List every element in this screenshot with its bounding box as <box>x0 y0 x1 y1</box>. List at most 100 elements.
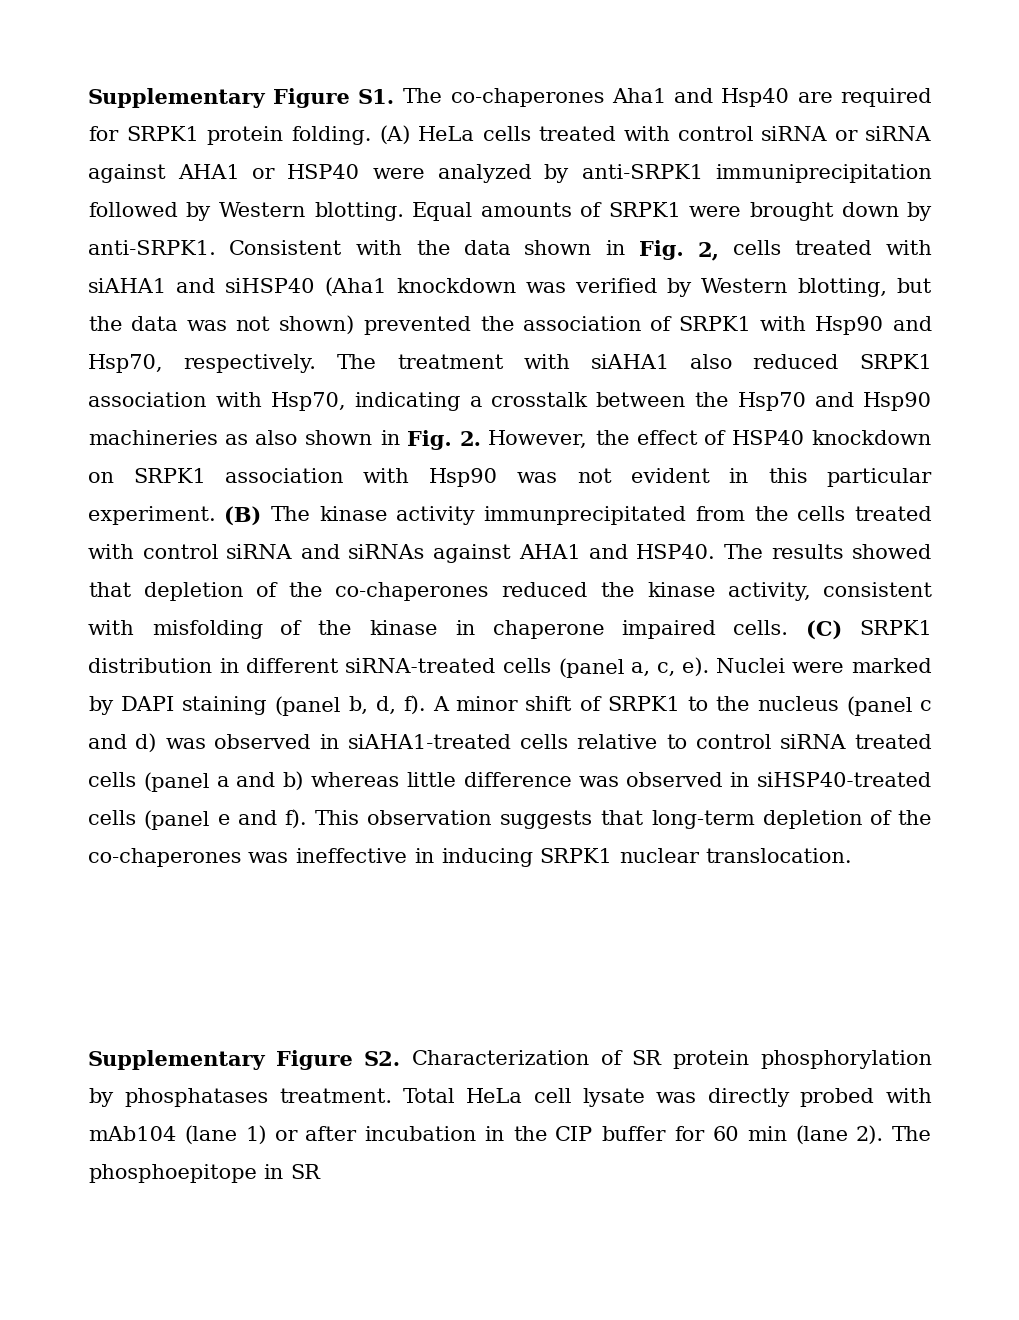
Text: consistent: consistent <box>822 582 931 601</box>
Text: for: for <box>88 125 118 145</box>
Text: staining: staining <box>181 696 267 715</box>
Text: experiment.: experiment. <box>88 506 216 525</box>
Text: control: control <box>678 125 753 145</box>
Text: kinase: kinase <box>646 582 714 601</box>
Text: siRNA-treated: siRNA-treated <box>344 657 496 677</box>
Text: shown): shown) <box>278 315 355 335</box>
Text: cells: cells <box>797 506 845 525</box>
Text: by: by <box>88 696 113 715</box>
Text: of: of <box>580 202 599 220</box>
Text: lysate: lysate <box>582 1088 644 1107</box>
Text: Figure: Figure <box>276 1049 353 1071</box>
Text: Supplementary: Supplementary <box>88 1049 265 1071</box>
Text: verified: verified <box>576 279 656 297</box>
Text: with: with <box>884 240 931 259</box>
Text: of: of <box>703 430 723 449</box>
Text: and: and <box>176 279 215 297</box>
Text: However,: However, <box>488 430 587 449</box>
Text: AHA1: AHA1 <box>519 544 580 564</box>
Text: cells: cells <box>88 772 137 791</box>
Text: of: of <box>600 1049 621 1069</box>
Text: e).: e). <box>682 657 708 677</box>
Text: knockdown: knockdown <box>811 430 931 449</box>
Text: immunprecipitated: immunprecipitated <box>483 506 686 525</box>
Text: and: and <box>892 315 931 335</box>
Text: Total: Total <box>403 1088 455 1107</box>
Text: was: was <box>517 469 557 487</box>
Text: cells: cells <box>732 240 781 259</box>
Text: Nuclei: Nuclei <box>715 657 785 677</box>
Text: evident: evident <box>630 469 709 487</box>
Text: also: also <box>690 354 732 374</box>
Text: data: data <box>130 315 177 335</box>
Text: siAHA1-treated: siAHA1-treated <box>347 734 512 752</box>
Text: f).: f). <box>403 696 425 715</box>
Text: Fig.: Fig. <box>407 430 451 450</box>
Text: the: the <box>416 240 450 259</box>
Text: are: are <box>797 88 832 107</box>
Text: was: was <box>526 279 567 297</box>
Text: SRPK1: SRPK1 <box>607 202 681 220</box>
Text: in: in <box>454 620 475 639</box>
Text: reduced: reduced <box>752 354 838 374</box>
Text: down: down <box>841 202 898 220</box>
Text: association: association <box>225 469 343 487</box>
Text: Hsp90: Hsp90 <box>428 469 497 487</box>
Text: This: This <box>315 810 360 829</box>
Text: data: data <box>464 240 511 259</box>
Text: 2).: 2). <box>855 1126 883 1144</box>
Text: not: not <box>235 315 270 335</box>
Text: showed: showed <box>851 544 931 564</box>
Text: incubation: incubation <box>364 1126 476 1144</box>
Text: that: that <box>600 810 643 829</box>
Text: on: on <box>88 469 114 487</box>
Text: Fig.: Fig. <box>639 240 683 260</box>
Text: in: in <box>414 847 434 867</box>
Text: were: were <box>791 657 844 677</box>
Text: 60: 60 <box>711 1126 738 1144</box>
Text: was: was <box>655 1088 696 1107</box>
Text: (panel: (panel <box>846 696 912 715</box>
Text: (panel: (panel <box>144 810 210 830</box>
Text: or: or <box>835 125 857 145</box>
Text: the: the <box>513 1126 547 1144</box>
Text: activity: activity <box>395 506 475 525</box>
Text: (panel: (panel <box>557 657 624 677</box>
Text: the: the <box>715 696 750 715</box>
Text: cells: cells <box>520 734 568 752</box>
Text: analyzed: analyzed <box>437 164 531 183</box>
Text: difference: difference <box>463 772 571 791</box>
Text: little: little <box>407 772 457 791</box>
Text: (panel: (panel <box>274 696 341 715</box>
Text: from: from <box>695 506 745 525</box>
Text: a: a <box>470 392 482 411</box>
Text: A: A <box>432 696 447 715</box>
Text: phosphatases: phosphatases <box>124 1088 268 1107</box>
Text: co-chaperones: co-chaperones <box>88 847 242 867</box>
Text: by: by <box>543 164 569 183</box>
Text: with: with <box>356 240 403 259</box>
Text: cells: cells <box>482 125 530 145</box>
Text: folding.: folding. <box>290 125 371 145</box>
Text: in: in <box>728 469 748 487</box>
Text: of: of <box>579 696 599 715</box>
Text: a,: a, <box>631 657 650 677</box>
Text: chaperone: chaperone <box>492 620 603 639</box>
Text: SRPK1: SRPK1 <box>678 315 751 335</box>
Text: anti-SRPK1.: anti-SRPK1. <box>88 240 216 259</box>
Text: directly: directly <box>707 1088 788 1107</box>
Text: co-chaperones: co-chaperones <box>450 88 603 107</box>
Text: Aha1: Aha1 <box>611 88 665 107</box>
Text: by: by <box>185 202 211 220</box>
Text: and: and <box>88 734 127 752</box>
Text: blotting.: blotting. <box>314 202 404 220</box>
Text: phosphoepitope: phosphoepitope <box>88 1164 257 1183</box>
Text: 1): 1) <box>246 1126 267 1144</box>
Text: the: the <box>318 620 352 639</box>
Text: distribution: distribution <box>88 657 212 677</box>
Text: was: was <box>185 315 227 335</box>
Text: CIP: CIP <box>554 1126 593 1144</box>
Text: Characterization: Characterization <box>412 1049 589 1069</box>
Text: with: with <box>623 125 669 145</box>
Text: phosphorylation: phosphorylation <box>759 1049 931 1069</box>
